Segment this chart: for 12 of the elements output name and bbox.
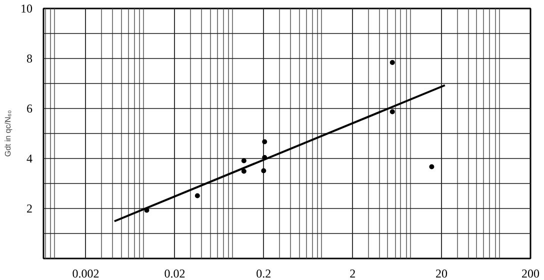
x-tick-label: 200 (522, 266, 540, 280)
y-axis-title: Gdt in qc/N₆₀ (4, 110, 12, 157)
y-tick-label: 8 (26, 52, 32, 66)
x-tick-label: 0.002 (72, 266, 100, 280)
y-tick-label: 2 (26, 202, 32, 216)
y-tick-label: 6 (26, 102, 32, 116)
x-tick-label: 0.02 (164, 266, 186, 280)
y-tick-label: 4 (26, 152, 32, 166)
y-tick-label: 10 (20, 2, 32, 16)
x-tick-label: 2 (350, 266, 356, 280)
x-tick-label: 20 (436, 266, 448, 280)
x-tick-label: 0.2 (256, 266, 272, 280)
